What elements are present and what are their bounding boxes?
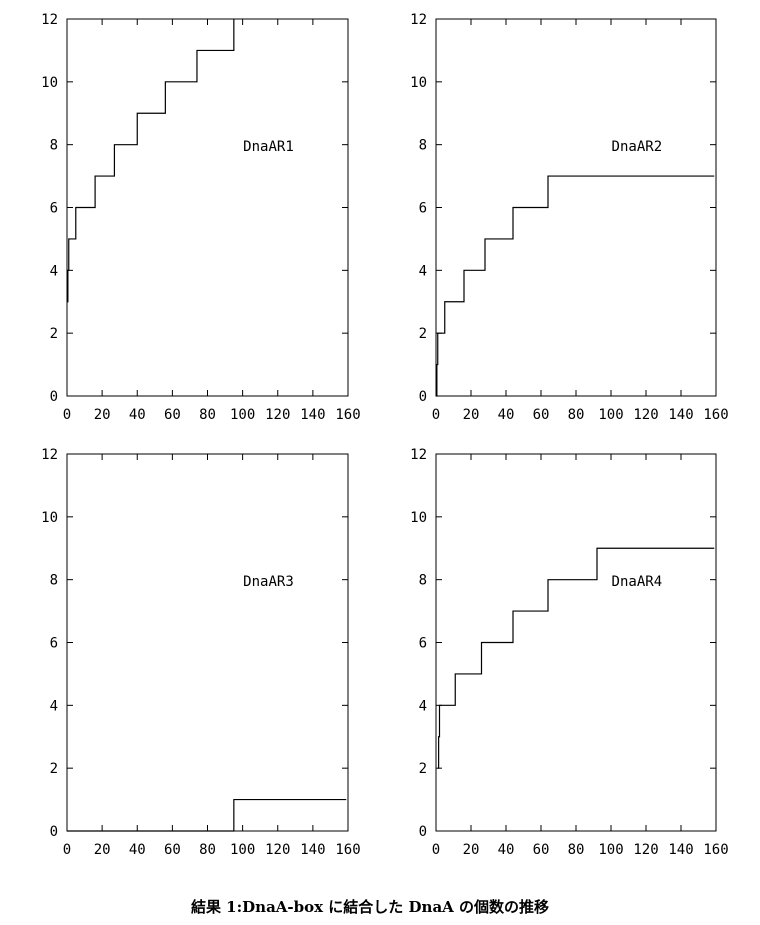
x-tick-label: 20 <box>94 842 111 858</box>
y-tick-label: 6 <box>419 636 427 652</box>
x-tick-label: 80 <box>199 407 216 423</box>
y-tick-label: 12 <box>410 447 427 463</box>
y-tick-label: 10 <box>410 75 427 91</box>
x-tick-label: 80 <box>199 842 216 858</box>
x-tick-label: 0 <box>432 842 440 858</box>
step-series-line <box>67 19 235 303</box>
plot-frame <box>66 453 349 832</box>
x-tick-label: 60 <box>164 842 181 858</box>
y-tick-label: 10 <box>410 510 427 526</box>
x-tick-label: 0 <box>432 407 440 423</box>
y-tick-label: 4 <box>419 698 427 714</box>
x-tick-label: 140 <box>668 407 693 423</box>
y-tick-label: 2 <box>50 326 58 342</box>
y-tick-label: 12 <box>410 12 427 28</box>
step-series-line <box>437 547 715 769</box>
x-tick-label: 100 <box>230 842 255 858</box>
y-tick-label: 6 <box>50 201 58 217</box>
y-tick-label: 8 <box>50 138 58 154</box>
x-tick-label: 140 <box>668 842 693 858</box>
x-tick-label: 0 <box>63 842 71 858</box>
series-label: DnaAR1 <box>243 139 294 155</box>
y-tick-label: 12 <box>41 12 58 28</box>
x-tick-label: 100 <box>230 407 255 423</box>
x-tick-label: 160 <box>335 842 360 858</box>
x-tick-label: 140 <box>300 842 325 858</box>
step-series-line <box>67 798 347 832</box>
series-label: DnaAR3 <box>243 574 294 590</box>
y-tick-label: 2 <box>419 326 427 342</box>
x-tick-label: 140 <box>300 407 325 423</box>
y-tick-label: 6 <box>50 636 58 652</box>
x-tick-label: 20 <box>463 842 480 858</box>
x-tick-label: 40 <box>498 407 515 423</box>
y-tick-label: 8 <box>419 138 427 154</box>
y-tick-label: 2 <box>419 761 427 777</box>
x-tick-label: 120 <box>265 842 290 858</box>
plot-frame <box>66 18 349 397</box>
y-tick-label: 4 <box>419 263 427 279</box>
x-tick-label: 120 <box>633 407 658 423</box>
x-tick-label: 120 <box>265 407 290 423</box>
y-tick-label: 0 <box>50 389 58 405</box>
y-tick-label: 6 <box>419 201 427 217</box>
x-tick-label: 20 <box>463 407 480 423</box>
x-tick-label: 20 <box>94 407 111 423</box>
x-tick-label: 160 <box>703 842 728 858</box>
series-label: DnaAR4 <box>612 574 663 590</box>
y-tick-label: 10 <box>41 75 58 91</box>
series-label: DnaAR2 <box>612 139 663 155</box>
y-tick-label: 0 <box>419 389 427 405</box>
plot-frame <box>435 453 717 832</box>
x-tick-label: 0 <box>63 407 71 423</box>
x-tick-label: 40 <box>498 842 515 858</box>
x-tick-label: 40 <box>129 842 146 858</box>
x-tick-label: 60 <box>533 407 550 423</box>
y-tick-label: 8 <box>50 573 58 589</box>
y-tick-label: 10 <box>41 510 58 526</box>
x-tick-label: 100 <box>598 842 623 858</box>
x-tick-label: 60 <box>533 842 550 858</box>
x-tick-label: 160 <box>335 407 360 423</box>
y-tick-label: 2 <box>50 761 58 777</box>
y-tick-label: 4 <box>50 698 58 714</box>
y-tick-label: 8 <box>419 573 427 589</box>
figure-caption: 結果 1:DnaA-box に結合した DnaA の個数の推移 <box>190 898 550 916</box>
x-tick-label: 80 <box>568 842 585 858</box>
x-tick-label: 60 <box>164 407 181 423</box>
y-tick-label: 4 <box>50 263 58 279</box>
x-tick-label: 120 <box>633 842 658 858</box>
y-tick-label: 0 <box>419 824 427 840</box>
x-tick-label: 160 <box>703 407 728 423</box>
y-tick-label: 12 <box>41 447 58 463</box>
x-tick-label: 80 <box>568 407 585 423</box>
step-series-line <box>436 175 715 397</box>
x-tick-label: 100 <box>598 407 623 423</box>
y-tick-label: 0 <box>50 824 58 840</box>
x-tick-label: 40 <box>129 407 146 423</box>
plot-frame <box>435 18 717 397</box>
